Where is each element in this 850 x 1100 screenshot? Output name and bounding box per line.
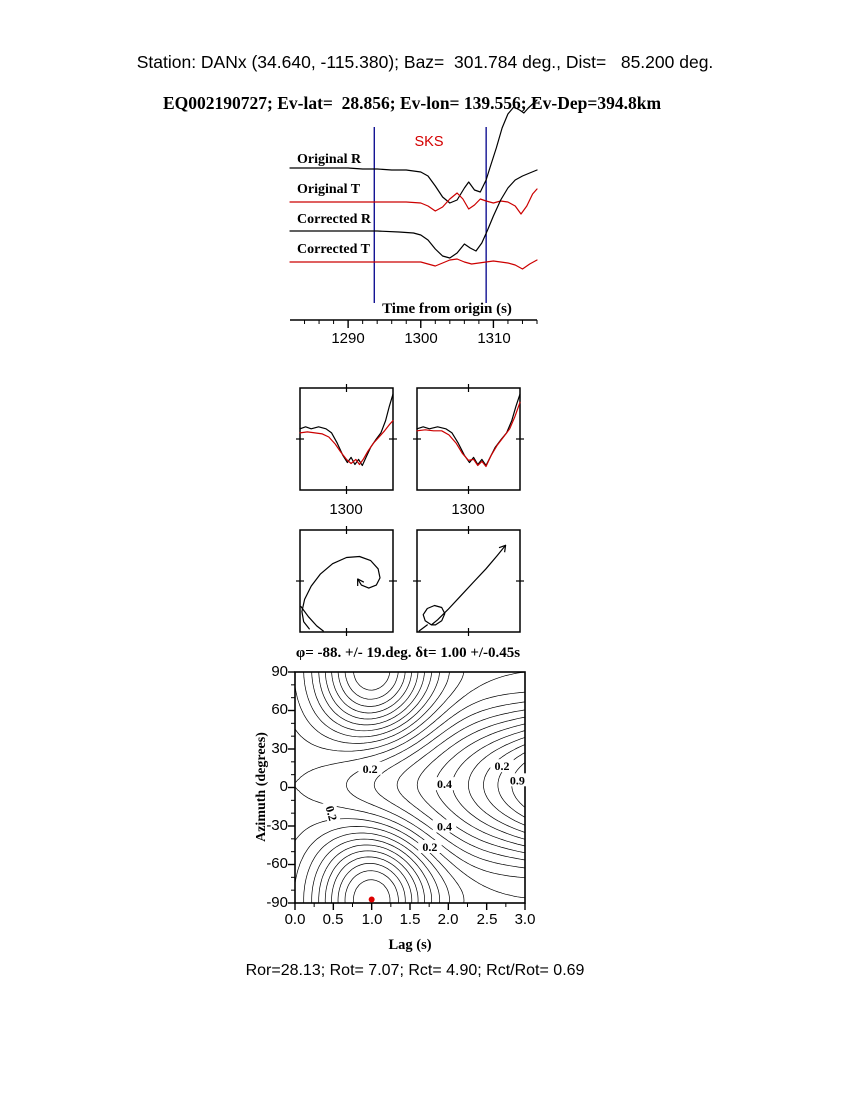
- contour-label: 0.4: [432, 819, 457, 834]
- time-tick-1300: 1300: [404, 330, 438, 347]
- svg-text:0.4: 0.4: [437, 820, 452, 834]
- contour-title: φ= -88. +/- 19.deg. δt= 1.00 +/-0.45s: [295, 645, 521, 661]
- window-panel-corrected: [413, 384, 524, 494]
- error-surface-contours: [294, 671, 526, 904]
- trace-label-corrected-t: Corrected T: [297, 242, 370, 257]
- ytick-60: 60: [271, 701, 288, 718]
- xtick-2.0: 2.0: [437, 911, 459, 928]
- trace-label-original-t: Original T: [297, 182, 361, 197]
- error-surface-frame: [288, 671, 526, 910]
- xtick-2.5: 2.5: [476, 911, 498, 928]
- svg-text:0.2: 0.2: [323, 804, 340, 822]
- particle-motion-original: [296, 526, 397, 636]
- svg-text:0.2: 0.2: [495, 759, 510, 773]
- window-left-tick-label: 1300: [329, 501, 363, 518]
- time-tick-1290: 1290: [331, 330, 365, 347]
- contour-label: 0.4: [432, 777, 457, 791]
- xtick-0.0: 0.0: [284, 911, 306, 928]
- station-title: Station: DANx (34.640, -115.380); Baz= 3…: [136, 52, 714, 72]
- xtick-1.0: 1.0: [361, 911, 383, 928]
- window-right-tick-label: 1300: [451, 501, 485, 518]
- particle-motion-corrected: [413, 526, 524, 636]
- contour-label: 0.2: [358, 761, 382, 776]
- svg-text:0.2: 0.2: [422, 840, 437, 854]
- contour-label: 0.2: [322, 800, 342, 827]
- ytick-90: 90: [271, 663, 288, 680]
- xtick-0.5: 0.5: [322, 911, 344, 928]
- best-solution-marker: [368, 896, 375, 903]
- time-axis-label: Time from origin (s): [382, 301, 512, 317]
- contour-label: 0.2: [490, 759, 514, 773]
- time-axis: [290, 319, 538, 328]
- contour-labels: 0.20.40.20.90.40.20.2: [322, 759, 530, 854]
- contour-xlabel: Lag (s): [388, 937, 432, 953]
- event-title: EQ002190727; Ev-lat= 28.856; Ev-lon= 139…: [162, 93, 662, 113]
- ytick-30: 30: [271, 740, 288, 757]
- ytick-m90: -90: [266, 894, 288, 911]
- svg-text:0.4: 0.4: [437, 777, 452, 791]
- waveform-traces: [289, 99, 538, 270]
- xtick-1.5: 1.5: [399, 911, 421, 928]
- trace-label-original-r: Original R: [297, 152, 362, 167]
- svg-text:0.2: 0.2: [363, 762, 378, 776]
- trace-label-corrected-r: Corrected R: [297, 212, 371, 227]
- analysis-window-lines: [373, 127, 487, 303]
- window-panel-original: [296, 384, 397, 494]
- ytick-0: 0: [279, 778, 288, 795]
- ytick-m30: -30: [266, 817, 288, 834]
- xtick-3.0: 3.0: [514, 911, 536, 928]
- svg-text:0.9: 0.9: [510, 773, 525, 787]
- result-stats: Ror=28.13; Rot= 7.07; Rct= 4.90; Rct/Rot…: [245, 962, 585, 979]
- contour-label: 0.9: [505, 773, 530, 787]
- contour-label: 0.2: [418, 840, 442, 854]
- time-tick-1310: 1310: [477, 330, 511, 347]
- phase-label-sks: SKS: [414, 134, 444, 150]
- ytick-m60: -60: [266, 855, 288, 872]
